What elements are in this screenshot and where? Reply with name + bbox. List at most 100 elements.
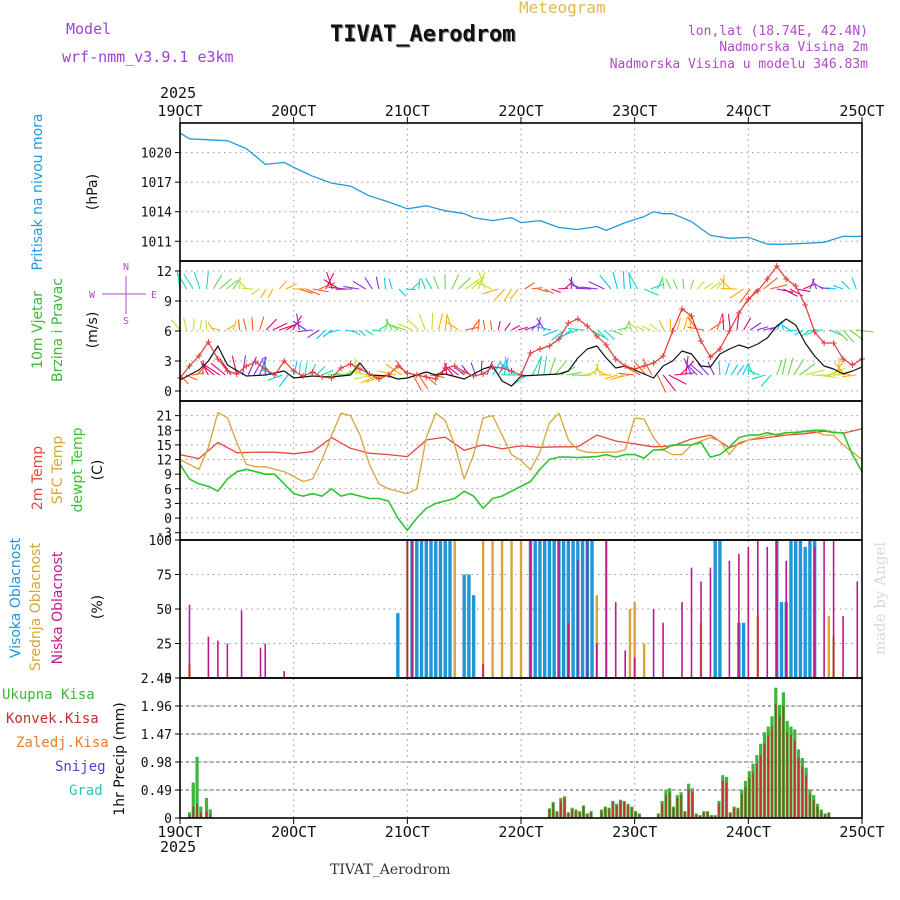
wind-arrow	[231, 355, 238, 376]
wind-arrow	[250, 288, 260, 296]
precip-convective-bar	[631, 807, 633, 818]
gust-marker	[584, 323, 591, 329]
temp-dew-label: dewpt Temp	[70, 427, 86, 512]
low-cloud-bar	[567, 622, 570, 678]
wind-arrow	[343, 285, 360, 290]
high-cloud-bar	[419, 540, 424, 678]
gust-marker	[669, 328, 676, 334]
low-cloud-bar	[558, 540, 560, 678]
wind-arrow	[542, 329, 559, 337]
wind-arrow	[581, 286, 598, 290]
high-cloud-bar	[547, 540, 552, 678]
wind-arrow	[719, 277, 731, 290]
wind-arrow	[494, 288, 506, 301]
wind-arrow	[328, 329, 340, 334]
precip-total-bar	[191, 782, 195, 818]
high-cloud-bar	[803, 546, 807, 678]
precip-legend-item: Konvek.Kisa	[6, 711, 99, 727]
wind-arrow	[210, 327, 220, 331]
y-tick-label: 25	[156, 638, 172, 653]
wind-arrow	[730, 364, 739, 376]
gust-marker	[593, 333, 600, 339]
gust-marker	[518, 372, 524, 378]
wind-arrow	[696, 281, 705, 290]
gust-marker	[338, 365, 345, 371]
gust-marker	[631, 366, 638, 372]
wind-arrow	[729, 288, 744, 299]
wind-arrow	[278, 374, 289, 387]
wind-arrow	[511, 324, 520, 331]
x-tick-label-bottom: 25OCT	[839, 823, 884, 841]
cloud-low-label: Niska Oblacnost	[50, 551, 66, 664]
gust-marker	[508, 368, 515, 374]
precip-convective-bar	[196, 803, 198, 818]
wind-arrow	[800, 329, 811, 338]
x-tick-label-bottom: 19OCT	[157, 823, 202, 841]
y-tick-label: 3	[164, 355, 172, 370]
precip-convective-bar	[714, 815, 716, 818]
precip-total-bar	[187, 812, 192, 818]
precip-convective-bar	[767, 735, 770, 818]
wind-arrow	[544, 288, 554, 294]
low-cloud-bar	[614, 602, 617, 678]
year-bottom: 2025	[160, 838, 197, 856]
dewpoint-line	[179, 429, 863, 532]
y-tick-label: 0	[164, 385, 172, 400]
gust-marker	[735, 310, 742, 316]
wind-arrow	[628, 320, 632, 331]
high-cloud-bar	[448, 540, 452, 678]
wind-arrow	[438, 313, 443, 331]
x-tick-label-top: 23OCT	[612, 102, 657, 120]
x-tick-label-top: 22OCT	[498, 102, 543, 120]
gust-marker	[347, 361, 354, 367]
gust-marker	[243, 363, 250, 369]
wind-arrow	[826, 287, 837, 290]
gust-marker	[840, 356, 847, 362]
wind-arrow	[736, 364, 745, 376]
wind-arrow	[267, 288, 274, 299]
x-tick-label-bottom: 22OCT	[498, 823, 543, 841]
gust-marker	[470, 373, 477, 379]
wind-arrow	[383, 277, 387, 290]
wind-arrow	[237, 319, 241, 331]
precip-convective-bar	[812, 799, 815, 818]
wind-arrow	[205, 320, 208, 331]
wind-arrow	[537, 288, 549, 293]
gust-marker	[404, 370, 411, 376]
y-tick-label: 18	[156, 424, 172, 439]
high-cloud-bar	[429, 540, 433, 678]
precip-convective-bar	[657, 814, 660, 818]
wind-arrow	[618, 372, 635, 376]
precip-convective-bar	[816, 806, 819, 818]
low-cloud-bar	[662, 622, 664, 678]
wind-arrow	[292, 320, 307, 331]
high-cloud-bar	[713, 540, 717, 678]
wind-arrow	[561, 329, 579, 337]
wind-arrow	[207, 322, 214, 331]
model-name: wrf-nmm_v3.9.1 e3km	[62, 48, 234, 66]
wind-arrow	[612, 271, 619, 290]
compass-w: W	[89, 290, 96, 301]
gust-marker	[622, 363, 629, 369]
wind-arrow	[322, 329, 333, 338]
low-cloud-bar	[738, 553, 740, 678]
wind-arrow	[232, 320, 237, 331]
wind-arrow	[482, 319, 486, 331]
precip-convective-bar	[567, 813, 570, 818]
precip-convective-bar	[608, 808, 610, 818]
y-tick-label: 9	[164, 295, 172, 310]
wind-arrow	[316, 366, 326, 376]
precip-convective-bar	[699, 815, 701, 818]
wind-arrow	[299, 288, 313, 294]
wind-arrow	[781, 324, 791, 331]
x-tick-label-bottom: 24OCT	[726, 823, 771, 841]
gust-marker	[309, 369, 316, 375]
wind-arrow	[672, 279, 678, 290]
low-cloud-bar	[766, 546, 769, 678]
gust-marker	[271, 372, 278, 378]
gust-marker	[385, 372, 392, 378]
precip-convective-bar	[623, 802, 626, 818]
wind-arrow	[345, 329, 356, 333]
high-cloud-bar	[793, 540, 798, 678]
wind-arrow	[212, 274, 223, 290]
